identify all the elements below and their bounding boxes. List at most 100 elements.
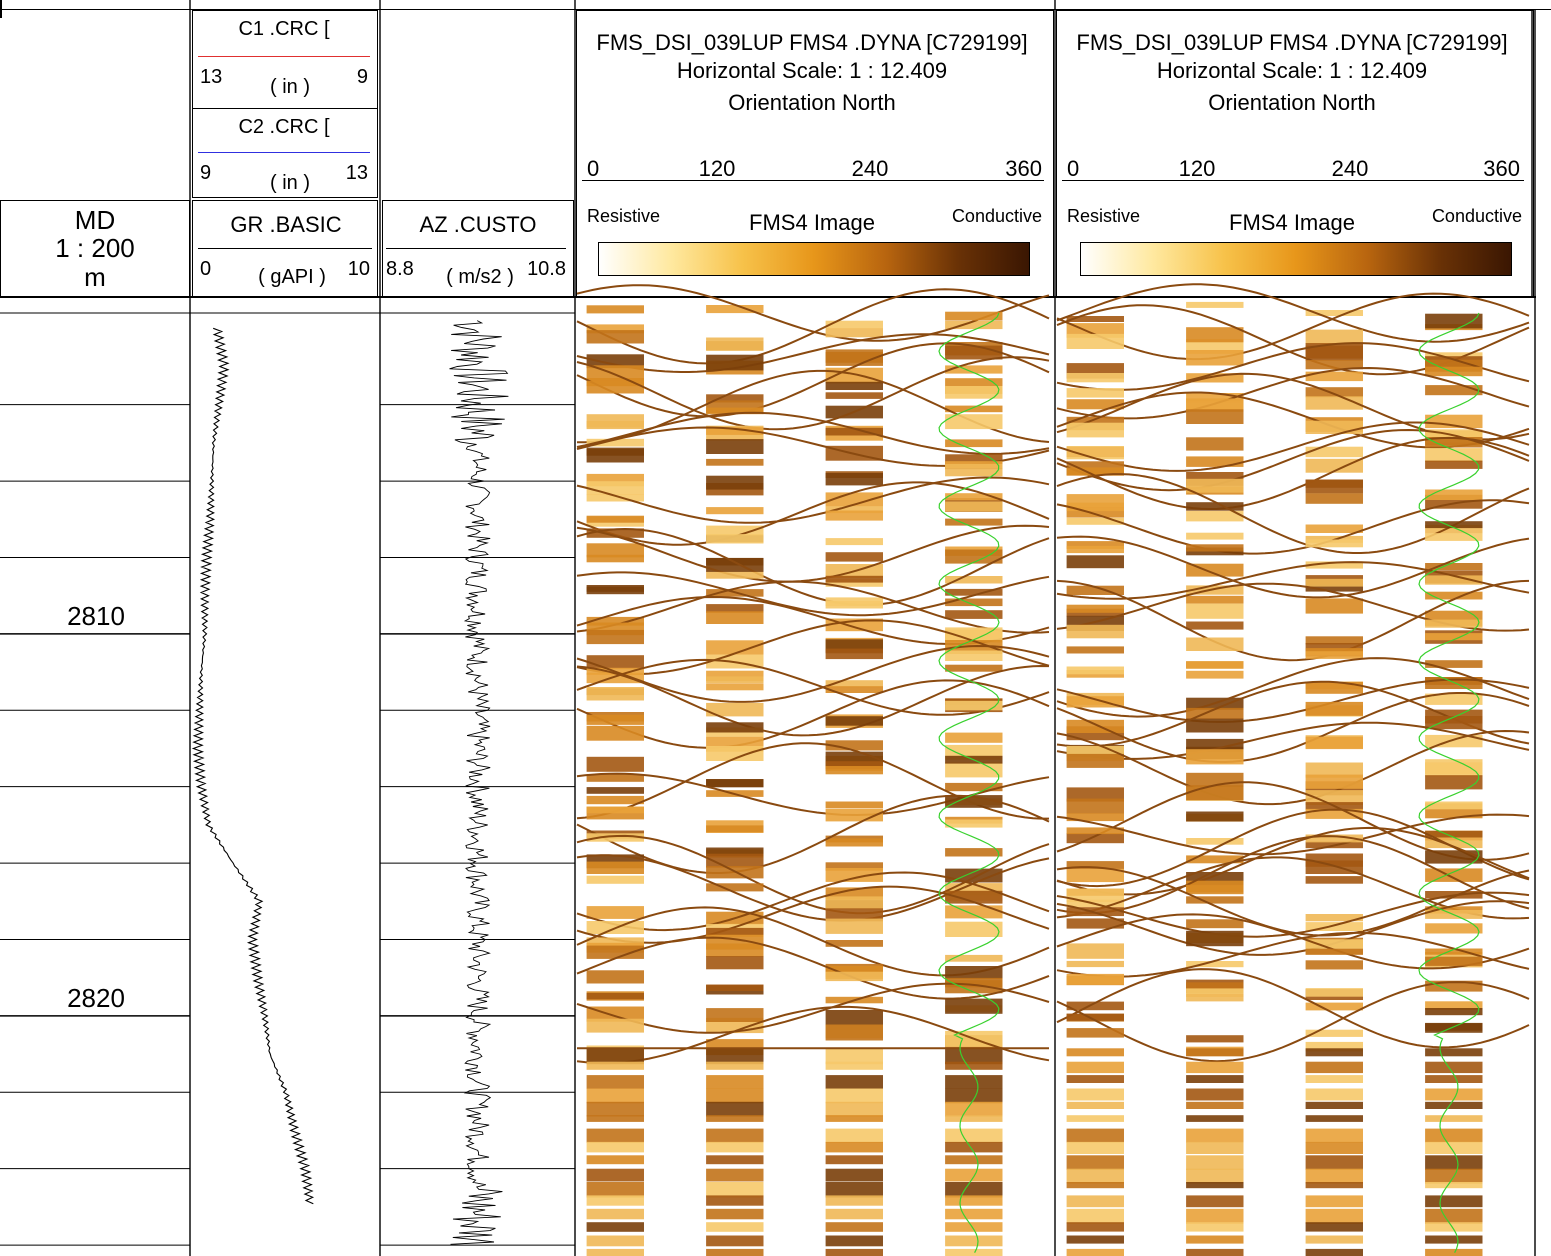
fms-pad-segment — [1186, 621, 1244, 630]
fms-pad-segment — [1066, 798, 1124, 814]
fms-pad-segment — [1186, 1115, 1244, 1122]
fms-pad-segment — [706, 337, 764, 351]
fms-pad-segment — [1066, 545, 1124, 554]
fms-pad-segment — [586, 448, 644, 456]
fms-pad-segment — [706, 847, 764, 856]
fms-pad-segment — [706, 1182, 764, 1198]
fms-pad-segment — [1066, 1235, 1124, 1244]
fms-pad-segment — [1305, 834, 1363, 843]
fms-pad-segment — [586, 1006, 644, 1022]
gr-curve — [191, 327, 315, 1205]
fms-pad-segment — [1305, 598, 1363, 614]
fms-pad-segment — [706, 927, 764, 935]
fms-pad-segment — [945, 1155, 1003, 1165]
fms-sinusoid — [576, 1005, 1050, 1065]
fms-pad-segment — [1066, 1013, 1124, 1021]
fms-pad-segment — [1425, 1115, 1483, 1122]
fms-pad-segment — [1305, 1168, 1363, 1184]
fms-pad-segment — [706, 394, 764, 403]
fms-pad-segment — [945, 1182, 1003, 1198]
fms-pad-segment — [1186, 437, 1244, 451]
fms-pad-segment — [1305, 774, 1363, 789]
image1-tick-0: 0 — [587, 156, 600, 181]
fms-pad-segment — [1425, 660, 1483, 668]
fms-pad-segment — [1305, 948, 1363, 955]
fms-pad-segment — [1066, 541, 1124, 549]
fms-pad-segment — [1066, 604, 1124, 613]
fms-pad-segment — [586, 1101, 644, 1117]
fms-sinusoid — [576, 834, 1050, 915]
fms-pad-segment — [1066, 696, 1124, 708]
fms-pad-segment — [586, 687, 644, 701]
fms-pad-segment — [1425, 437, 1483, 448]
image2-tick-120: 120 — [1178, 156, 1216, 181]
image2-tick-0: 0 — [1067, 156, 1080, 181]
fms-pad-segment — [1305, 1208, 1363, 1224]
fms-pad-segment — [1305, 1048, 1363, 1057]
fms-pad-segment — [1066, 422, 1124, 438]
fms-pad-segment — [945, 1168, 1003, 1182]
fms-pad-segment — [706, 611, 764, 624]
gr-right: 10 — [347, 258, 370, 280]
fms-pad-segment — [706, 1008, 764, 1022]
fms-pad-segment — [1425, 948, 1483, 955]
fms-pad-segment — [1305, 701, 1363, 716]
fms-pad-segment — [945, 1088, 1003, 1104]
fms-pad-segment — [1425, 524, 1483, 534]
fms-pad-segment — [706, 984, 764, 991]
fms-pad-segment — [945, 732, 1003, 743]
fms-pad-segment — [945, 439, 1003, 448]
c1-line — [198, 56, 370, 57]
image2-orientation: Orientation North — [1208, 90, 1376, 115]
fms-pad-segment — [706, 507, 764, 515]
fms-pad-segment — [1425, 1128, 1483, 1143]
fms-pad-segment — [586, 725, 644, 741]
fms-pad-segment — [1186, 1222, 1244, 1232]
fms-pad-segment — [825, 680, 883, 688]
fms-pad-segment — [1425, 762, 1483, 777]
fms-pad-segment — [1425, 716, 1483, 730]
fms-pad-segment — [945, 463, 1003, 477]
fms-pad-segment — [825, 1088, 883, 1104]
fms-pad-segment — [945, 1235, 1003, 1247]
fms-sinusoid — [1056, 283, 1530, 343]
fms-pad-segment — [1186, 1061, 1244, 1074]
fms-pad-segment — [586, 1235, 644, 1247]
c2-line — [198, 152, 370, 153]
fms-pad-segment — [706, 1128, 764, 1143]
fms-pad-segment — [1186, 1248, 1244, 1256]
fms-pad-segment — [706, 683, 764, 691]
md-title: MD — [74, 205, 116, 235]
fms-pad-segment — [825, 1048, 883, 1065]
image2-tick-360: 360 — [1483, 156, 1520, 181]
fms-pad-segment — [825, 1248, 883, 1256]
md-scale: 1 : 200 — [55, 233, 135, 263]
fms-pad-segment — [1305, 446, 1363, 458]
fms-pad-segment — [1425, 619, 1483, 628]
fms-pad-segment — [1186, 637, 1244, 651]
fms-pad-segment — [1305, 578, 1363, 587]
fms-pad-segment — [1425, 923, 1483, 934]
fms-sinusoid — [1056, 721, 1530, 760]
fms-pad-segment — [825, 381, 883, 390]
fms-pad-segment — [1066, 502, 1124, 512]
fms-pad-segment — [945, 405, 1003, 413]
fms-pad-segment — [1186, 838, 1244, 845]
fms-pad-segment — [1066, 446, 1124, 458]
fms-pad-segment — [1305, 1029, 1363, 1037]
fms-pad-segment — [1305, 1061, 1363, 1074]
fms-pad-segment — [586, 861, 644, 874]
fms-sinusoid — [576, 333, 1050, 373]
fms-pad-segment — [1066, 888, 1124, 896]
fms-pad-segment — [706, 746, 764, 761]
fms-pad-segment — [945, 921, 1003, 937]
fms-pad-segment — [1425, 1088, 1483, 1101]
fms-pad-segment — [1066, 1048, 1124, 1057]
fms-pad-segment — [1305, 988, 1363, 997]
fms-pad-segment — [825, 868, 883, 882]
fms-pad-segment — [706, 825, 764, 833]
fms-pad-segment — [1066, 833, 1124, 844]
fms-pad-segment — [1425, 460, 1483, 469]
fms-pad-segment — [1305, 1075, 1363, 1083]
fms-pad-segment — [706, 1222, 764, 1232]
